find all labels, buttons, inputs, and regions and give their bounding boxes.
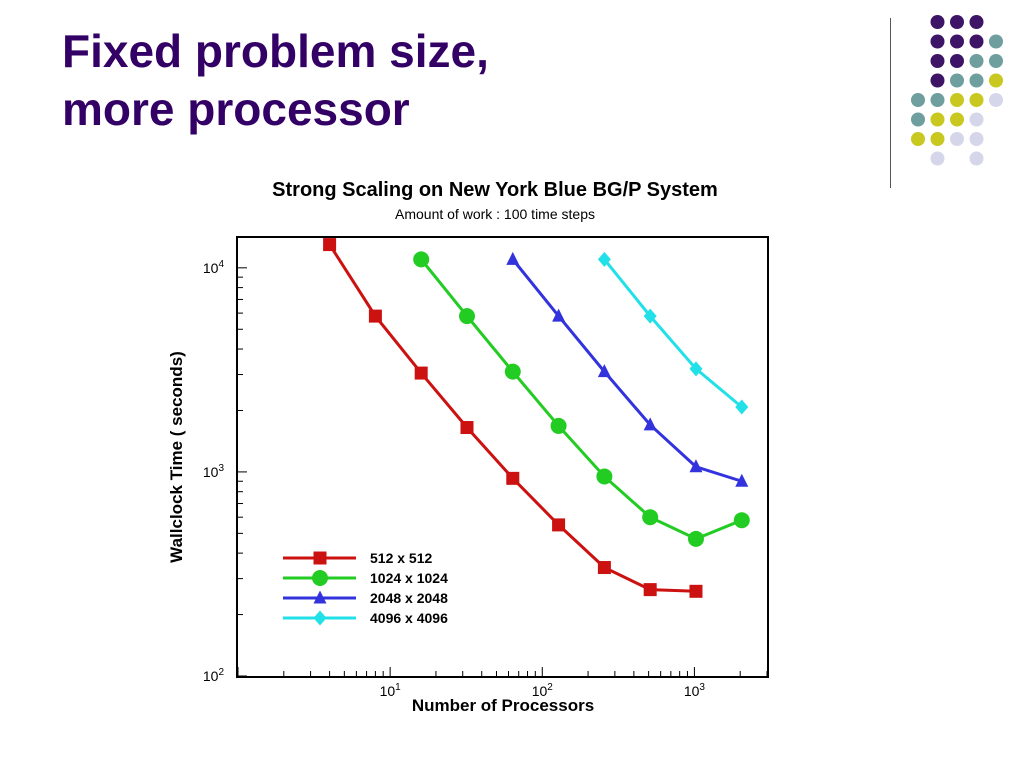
legend-label-1024x1024: 1024 x 1024	[370, 570, 448, 586]
slide-title-line-1: Fixed problem size,	[62, 25, 489, 77]
legend-label-2048x2048: 2048 x 2048	[370, 590, 448, 606]
y-tick-label: 102	[203, 667, 225, 684]
legend-marker-512x512	[313, 551, 327, 565]
chart-subtitle: Amount of work : 100 time steps	[395, 206, 595, 222]
data-point-512x512	[643, 583, 657, 597]
series-line-4096x4096	[603, 258, 743, 409]
data-point-2048x2048	[735, 473, 749, 487]
decorative-dot-purple	[930, 73, 945, 88]
decorative-dot-lavender	[969, 132, 984, 146]
legend-label-4096x4096: 4096 x 4096	[370, 610, 448, 626]
data-point-512x512	[368, 309, 382, 323]
x-tick-label: 102	[532, 682, 554, 699]
series-4096x4096	[597, 251, 749, 415]
decorative-dot-purple	[950, 54, 964, 68]
decorative-dot-purple	[930, 34, 945, 49]
decorative-dot-olive	[989, 73, 1003, 88]
dot-grid-decoration	[911, 15, 1003, 166]
decorative-dot-lavender	[969, 151, 984, 166]
title-divider-line	[890, 18, 891, 188]
decorative-dot-teal	[911, 112, 925, 127]
y-tick-label: 104	[203, 259, 225, 276]
decorative-dot-lavender	[969, 112, 984, 127]
decorative-dot-olive	[930, 112, 945, 127]
decorative-dot-teal	[989, 54, 1003, 68]
data-point-2048x2048	[643, 417, 657, 431]
data-point-2048x2048	[597, 364, 611, 378]
y-axis-label: Wallclock Time ( seconds)	[167, 351, 186, 563]
decorative-dot-purple	[930, 15, 945, 29]
decorative-dot-teal	[930, 93, 945, 107]
decorative-dot-teal	[969, 54, 984, 68]
data-point-4096x4096	[597, 251, 611, 267]
decorative-dot-purple	[950, 34, 964, 49]
x-axis-ticks: 101 102 103	[237, 667, 768, 699]
decorative-dot-olive	[950, 112, 964, 127]
decorative-dot-teal	[989, 34, 1003, 49]
series-line-512x512	[328, 243, 697, 593]
plot-frame	[236, 236, 769, 678]
data-point-2048x2048	[552, 308, 566, 322]
series-line-1024x1024	[420, 258, 743, 541]
decorative-dot-lavender	[950, 132, 964, 146]
x-tick-label: 101	[380, 682, 402, 699]
data-point-4096x4096	[643, 308, 657, 324]
data-point-2048x2048	[506, 251, 520, 265]
decorative-dot-olive	[930, 132, 945, 146]
decorative-dot-purple	[969, 34, 984, 49]
decorative-dot-purple	[969, 15, 984, 29]
slide-title-line-2: more processor	[62, 83, 410, 135]
series-1024x1024	[413, 251, 750, 547]
series-line-2048x2048	[511, 258, 743, 483]
legend-marker-1024x1024	[312, 570, 328, 586]
data-point-1024x1024	[458, 308, 475, 325]
x-axis-label: Number of Processors	[412, 696, 594, 715]
data-point-512x512	[597, 561, 611, 575]
data-point-4096x4096	[735, 399, 749, 415]
data-point-1024x1024	[687, 530, 704, 547]
decorative-dot-olive	[911, 132, 925, 146]
data-point-1024x1024	[413, 251, 430, 268]
series-2048x2048	[506, 251, 749, 487]
series-512x512	[323, 238, 703, 598]
data-point-4096x4096	[689, 361, 703, 377]
y-axis-ticks: 102 103 104	[203, 259, 247, 684]
decorative-dot-teal	[950, 73, 964, 88]
data-point-512x512	[460, 421, 474, 435]
series-layer	[323, 238, 750, 598]
data-point-1024x1024	[504, 363, 521, 380]
data-point-512x512	[552, 518, 566, 532]
decorative-dot-lavender	[930, 151, 945, 166]
decorative-dot-teal	[911, 93, 925, 107]
chart-title: Strong Scaling on New York Blue BG/P Sys…	[272, 179, 718, 201]
data-point-512x512	[506, 471, 520, 485]
decorative-dot-lavender	[989, 93, 1003, 107]
data-point-1024x1024	[596, 468, 613, 485]
data-point-1024x1024	[550, 417, 567, 434]
data-point-1024x1024	[733, 512, 750, 529]
decorative-dot-olive	[950, 93, 964, 107]
legend-marker-2048x2048	[313, 590, 327, 604]
slide-title: Fixed problem size, more processor	[62, 22, 489, 138]
decorative-dot-purple	[930, 54, 945, 68]
legend-marker-4096x4096	[313, 610, 327, 626]
data-point-2048x2048	[689, 459, 703, 473]
legend: 512 x 512 1024 x 1024 2048 x 2048 4096 x 40…	[283, 550, 448, 626]
decorative-dot-teal	[969, 73, 984, 88]
x-tick-label: 103	[684, 682, 706, 699]
legend-label-512x512: 512 x 512	[370, 550, 432, 566]
data-point-1024x1024	[642, 509, 659, 526]
data-point-512x512	[689, 584, 703, 598]
decorative-dot-olive	[969, 93, 984, 107]
data-point-512x512	[414, 366, 428, 380]
data-point-512x512	[323, 238, 337, 252]
decorative-dot-purple	[950, 15, 964, 29]
y-tick-label: 103	[203, 463, 225, 480]
strong-scaling-chart: Strong Scaling on New York Blue BG/P Sys…	[167, 179, 769, 715]
